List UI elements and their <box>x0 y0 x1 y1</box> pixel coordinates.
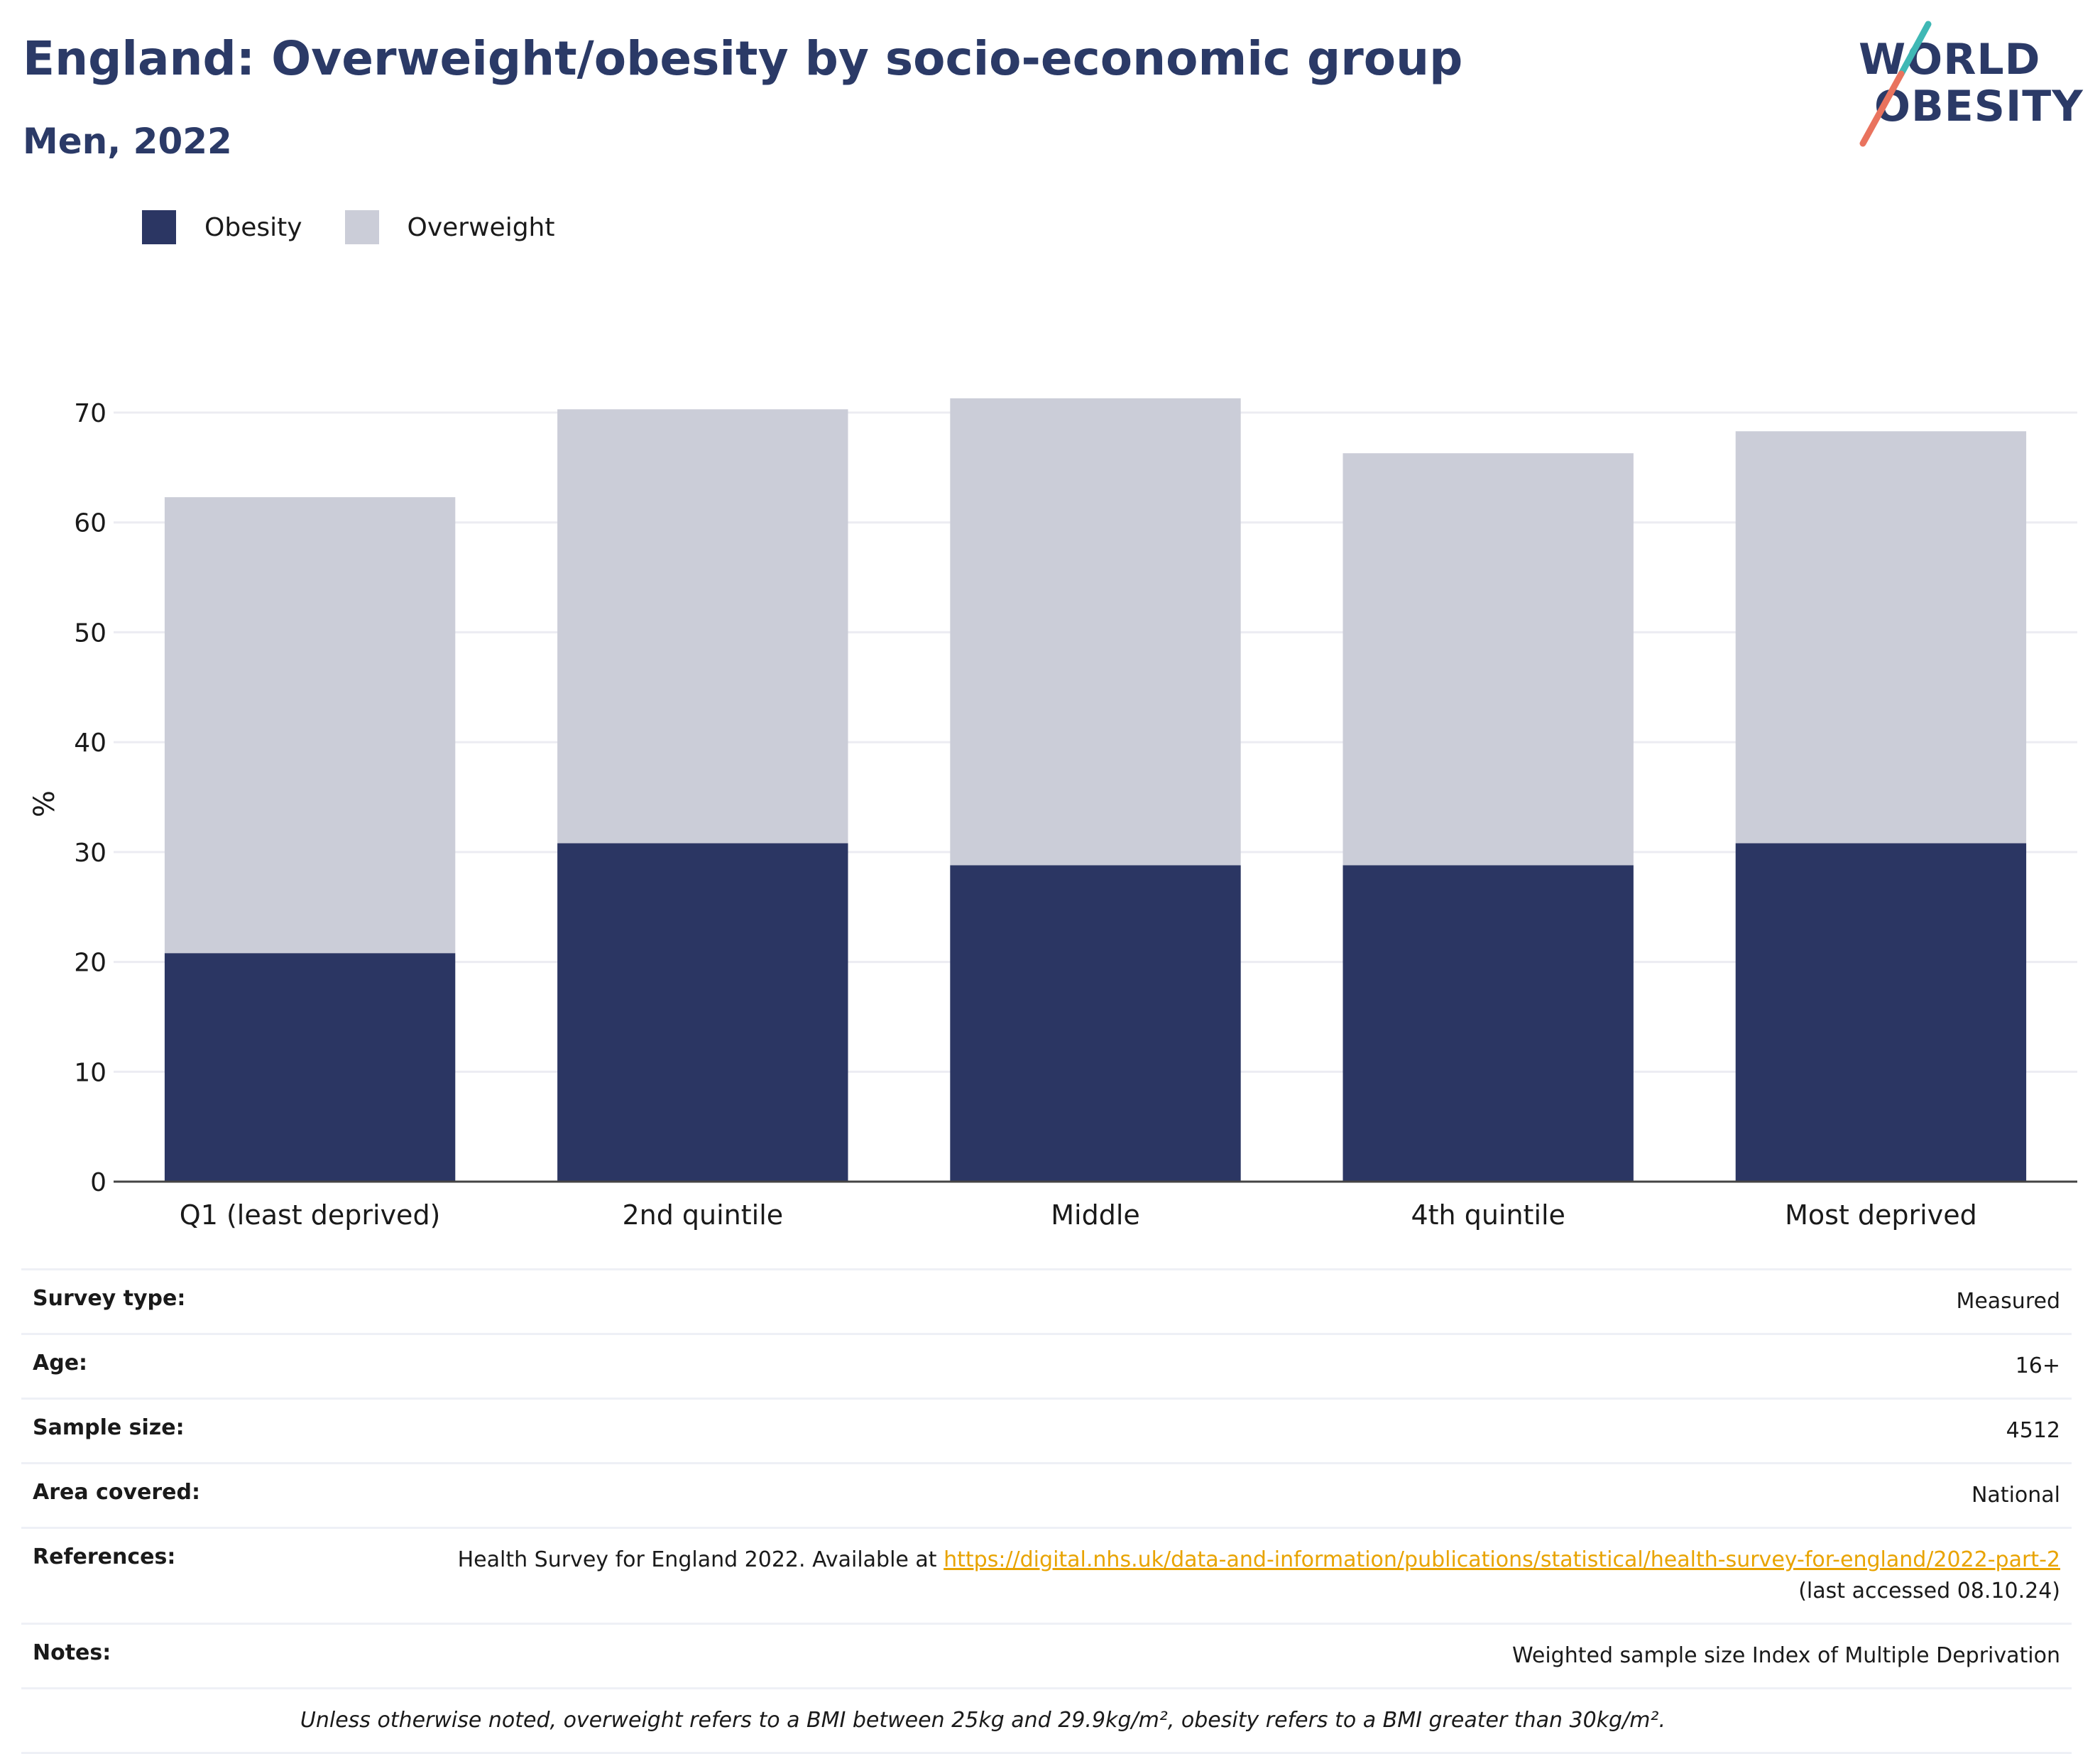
x-tick-label: 2nd quintile <box>622 1199 783 1231</box>
info-row-sample-size: Sample size: 4512 <box>21 1398 2072 1462</box>
x-tick-label: Q1 (least deprived) <box>180 1199 441 1231</box>
info-row-notes: Notes: Weighted sample size Index of Mul… <box>21 1623 2072 1687</box>
info-label: Sample size: <box>33 1415 185 1440</box>
bar-obesity-3 <box>1342 865 1634 1182</box>
bar-overweight-3 <box>1342 453 1634 866</box>
info-value: 16+ <box>2015 1353 2060 1378</box>
info-label: Notes: <box>33 1640 111 1665</box>
reference-link[interactable]: https://digital.nhs.uk/data-and-informat… <box>944 1547 2060 1572</box>
info-row-footnote: Unless otherwise noted, overweight refer… <box>21 1687 2072 1754</box>
legend-label-overweight: Overweight <box>407 212 555 242</box>
reference-text: Health Survey for England 2022. Availabl… <box>457 1547 944 1572</box>
stacked-bar-chart: 0 10 20 30 40 50 60 70% Q1 (least deprived) 2nd q… <box>28 398 2077 1231</box>
info-value: 4512 <box>2006 1418 2060 1443</box>
x-tick-label: 4th quintile <box>1411 1199 1565 1231</box>
chart-subtitle: Men, 2022 <box>23 121 232 162</box>
legend-swatch-overweight <box>344 210 379 244</box>
survey-info-table: Survey type: Measured Age: 16+ Sample si… <box>21 1268 2072 1754</box>
info-value: Measured <box>1956 1289 2060 1314</box>
info-row-references: References: Health Survey for England 20… <box>21 1527 2072 1623</box>
chart-title: England: Overweight/obesity by socio-eco… <box>23 31 1463 86</box>
y-tick-label: 10 <box>74 1058 106 1087</box>
y-tick-label: 30 <box>74 839 106 868</box>
legend-item-overweight[interactable]: Overweight <box>344 210 555 244</box>
logo-slash-icon <box>1859 21 1932 147</box>
y-tick-label: 70 <box>74 399 106 428</box>
y-axis-label: % <box>28 790 61 817</box>
info-label: Area covered: <box>33 1480 200 1505</box>
info-label: Age: <box>33 1351 88 1376</box>
info-value: Weighted sample size Index of Multiple D… <box>1511 1643 2060 1668</box>
info-row-area: Area covered: National <box>21 1462 2072 1527</box>
legend: Obesity Overweight <box>142 210 597 244</box>
bar-obesity-0 <box>164 953 456 1182</box>
logo-word-obesity: OBESITY <box>1874 82 2084 131</box>
y-tick-label: 60 <box>74 509 106 538</box>
bar-overweight-2 <box>950 398 1241 866</box>
bar-obesity-4 <box>1735 843 2027 1182</box>
y-tick-label: 0 <box>90 1168 106 1197</box>
y-tick-label: 40 <box>74 729 106 758</box>
info-value: Health Survey for England 2022. Availabl… <box>427 1545 2060 1607</box>
y-tick-label: 20 <box>74 949 106 978</box>
bar-overweight-1 <box>557 409 848 844</box>
x-tick-label: Middle <box>1051 1199 1140 1231</box>
info-label: Survey type: <box>33 1286 186 1311</box>
reference-accessed: (last accessed 08.10.24) <box>1798 1579 2060 1603</box>
bar-overweight-0 <box>164 497 456 954</box>
info-row-survey-type: Survey type: Measured <box>21 1268 2072 1333</box>
world-obesity-logo[interactable]: WORLD OBESITY <box>1846 20 2083 148</box>
bar-obesity-2 <box>950 865 1241 1182</box>
info-row-age: Age: 16+ <box>21 1333 2072 1398</box>
legend-item-obesity[interactable]: Obesity <box>142 210 302 244</box>
legend-swatch-obesity <box>142 210 176 244</box>
bar-overweight-4 <box>1735 431 2027 844</box>
bmi-footnote: Unless otherwise noted, overweight refer… <box>300 1708 1666 1733</box>
info-label: References: <box>33 1545 176 1569</box>
bar-obesity-1 <box>557 843 848 1182</box>
logo-word-world: WORLD <box>1859 35 2041 85</box>
x-tick-label: Most deprived <box>1785 1199 1977 1231</box>
y-tick-label: 50 <box>74 619 106 648</box>
info-value: National <box>1971 1483 2060 1508</box>
legend-label-obesity: Obesity <box>204 212 302 242</box>
